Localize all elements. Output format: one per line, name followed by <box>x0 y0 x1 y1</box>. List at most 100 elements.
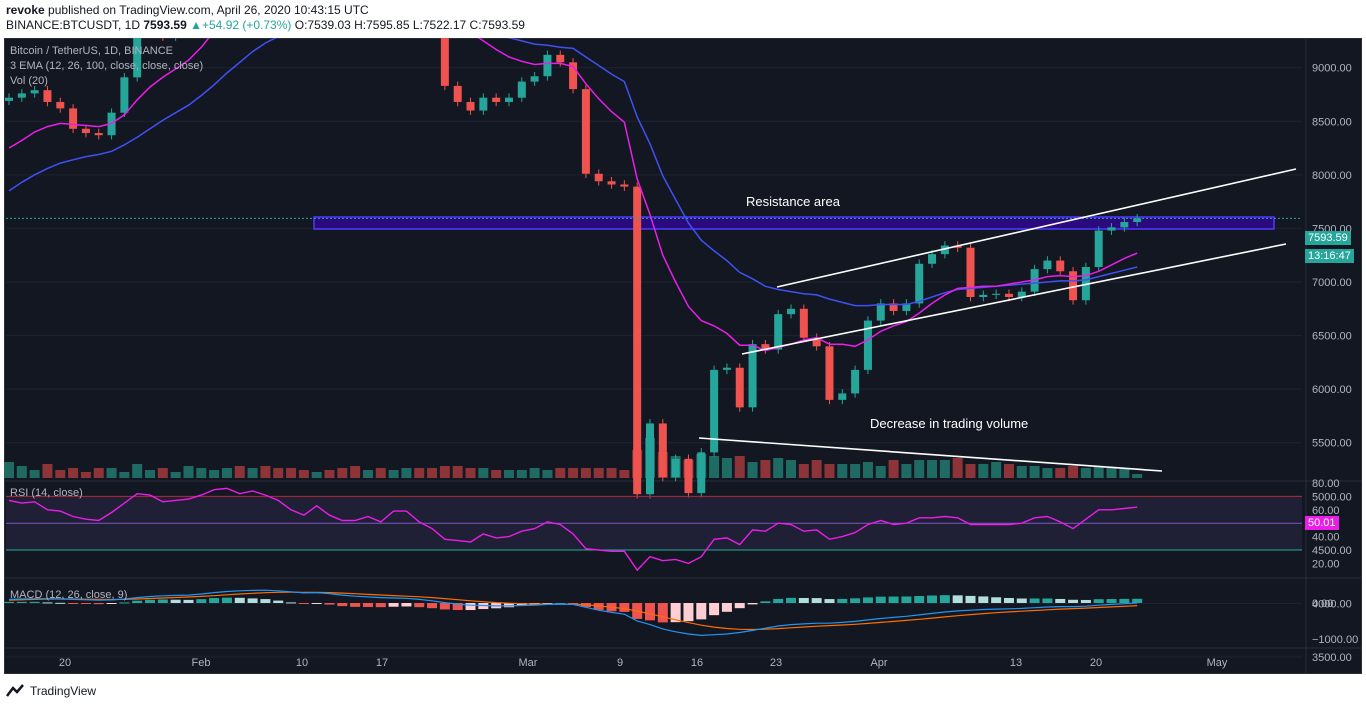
volume-bar <box>734 456 745 478</box>
candle-body <box>722 367 731 370</box>
macd-histogram-bar <box>401 603 412 607</box>
volume-bar <box>439 466 450 478</box>
volume-bar <box>516 470 527 478</box>
candle-body <box>517 81 526 98</box>
volume-bar <box>55 470 66 478</box>
macd-histogram-bar <box>209 598 220 603</box>
candle-body <box>633 186 642 495</box>
macd-histogram-bar <box>811 598 822 603</box>
macd-histogram-bar <box>234 597 245 603</box>
candle-body <box>646 423 654 495</box>
macd-histogram-bar <box>439 603 450 610</box>
macd-histogram-bar <box>55 602 66 604</box>
macd-histogram-bar <box>1132 598 1143 603</box>
volume-bar <box>119 472 130 478</box>
macd-histogram-bar <box>1093 599 1104 603</box>
candle-body <box>761 344 770 350</box>
volume-bar <box>786 460 797 478</box>
candle-body <box>43 90 52 102</box>
date-tick-label: Apr <box>870 657 887 669</box>
volume-bar <box>401 468 412 478</box>
candle-body <box>863 320 872 370</box>
macd-tick-label: 0.00 <box>1312 598 1333 610</box>
macd-histogram-bar <box>991 597 1002 603</box>
candle-body <box>851 369 860 394</box>
macd-histogram-bar <box>247 598 258 603</box>
chart-canvas[interactable]: 11000.0010500.0010000.009500.009000.0085… <box>4 38 1362 674</box>
macd-histogram-bar <box>119 602 130 604</box>
volume-bar <box>773 458 784 478</box>
macd-histogram-bar <box>196 599 207 603</box>
volume-bar <box>170 472 181 478</box>
candle-body <box>56 101 65 109</box>
published-text: published on TradingView.com, April 26, … <box>48 3 369 17</box>
volume-bar <box>234 466 245 478</box>
candle-body <box>658 423 667 478</box>
price-tick-label: 3500.00 <box>1312 652 1352 664</box>
macd-histogram-bar <box>157 599 168 603</box>
candle-body <box>440 38 449 86</box>
ema-slow-line <box>8 38 1138 307</box>
volume-bar <box>298 470 309 478</box>
volume-bar <box>580 468 591 478</box>
volume-bar <box>273 468 284 478</box>
ema-legend: 3 EMA (12, 26, 100, close, close, close) <box>10 60 204 72</box>
volume-bar <box>593 468 604 478</box>
macd-histogram-bar <box>850 598 861 603</box>
rsi-tick-label: 80.00 <box>1312 478 1340 490</box>
macd-histogram-bar <box>170 599 181 603</box>
countdown-tag: 13:16:47 <box>1305 249 1354 263</box>
volume-bar <box>862 462 873 478</box>
candle-body <box>710 369 719 453</box>
macd-histogram-bar <box>862 597 873 603</box>
volume-bar <box>901 464 912 478</box>
last-price-tag: 7593.59 <box>1305 231 1351 245</box>
volume-bar <box>914 460 925 478</box>
macd-histogram-bar <box>696 603 707 620</box>
volume-bar <box>311 472 322 478</box>
macd-histogram-bar <box>927 595 938 603</box>
resistance-area-box <box>313 216 1275 230</box>
candle-body <box>133 38 142 78</box>
candle-body <box>581 89 590 174</box>
candle-body <box>1069 271 1078 301</box>
macd-histogram-bar <box>747 603 758 605</box>
volume-bar <box>798 464 809 478</box>
candle-body <box>69 108 78 129</box>
candle-body <box>1120 221 1129 228</box>
footer-brand[interactable]: TradingView <box>30 684 97 698</box>
date-tick-label: 20 <box>59 657 71 669</box>
resistance-area-label: Resistance area <box>746 194 840 209</box>
date-tick-label: 16 <box>691 657 703 669</box>
macd-histogram-bar <box>657 603 668 623</box>
volume-bar <box>927 460 938 478</box>
macd-histogram-bar <box>978 596 989 603</box>
macd-histogram-bar <box>16 601 27 603</box>
volume-bar <box>568 468 579 478</box>
volume-bar <box>478 468 489 478</box>
macd-histogram-bar <box>939 595 950 603</box>
chart-frame[interactable] <box>4 38 1362 674</box>
macd-histogram-bar <box>734 603 745 609</box>
volume-bar <box>529 468 540 478</box>
macd-histogram-bar <box>324 603 335 605</box>
volume-legend: Vol (20) <box>10 75 48 87</box>
volume-bar <box>965 464 976 478</box>
candle-body <box>1094 230 1103 267</box>
volume-bar <box>68 468 79 478</box>
macd-histogram-bar <box>311 603 322 604</box>
candle-body <box>543 54 552 77</box>
last-price: 7593.59 <box>143 18 187 32</box>
volume-bar <box>1055 468 1066 478</box>
volume-bar <box>16 466 27 478</box>
macd-histogram-bar <box>93 603 104 605</box>
author-name[interactable]: revoke <box>6 3 45 17</box>
price-tick-label: 5000.00 <box>1312 491 1352 503</box>
macd-histogram-bar <box>798 597 809 603</box>
volume-bar <box>42 464 53 478</box>
macd-histogram-bar <box>503 603 514 608</box>
candle-body <box>799 308 808 338</box>
volume-bar <box>875 466 886 478</box>
candle-body <box>120 77 129 113</box>
volume-bar <box>721 458 732 478</box>
